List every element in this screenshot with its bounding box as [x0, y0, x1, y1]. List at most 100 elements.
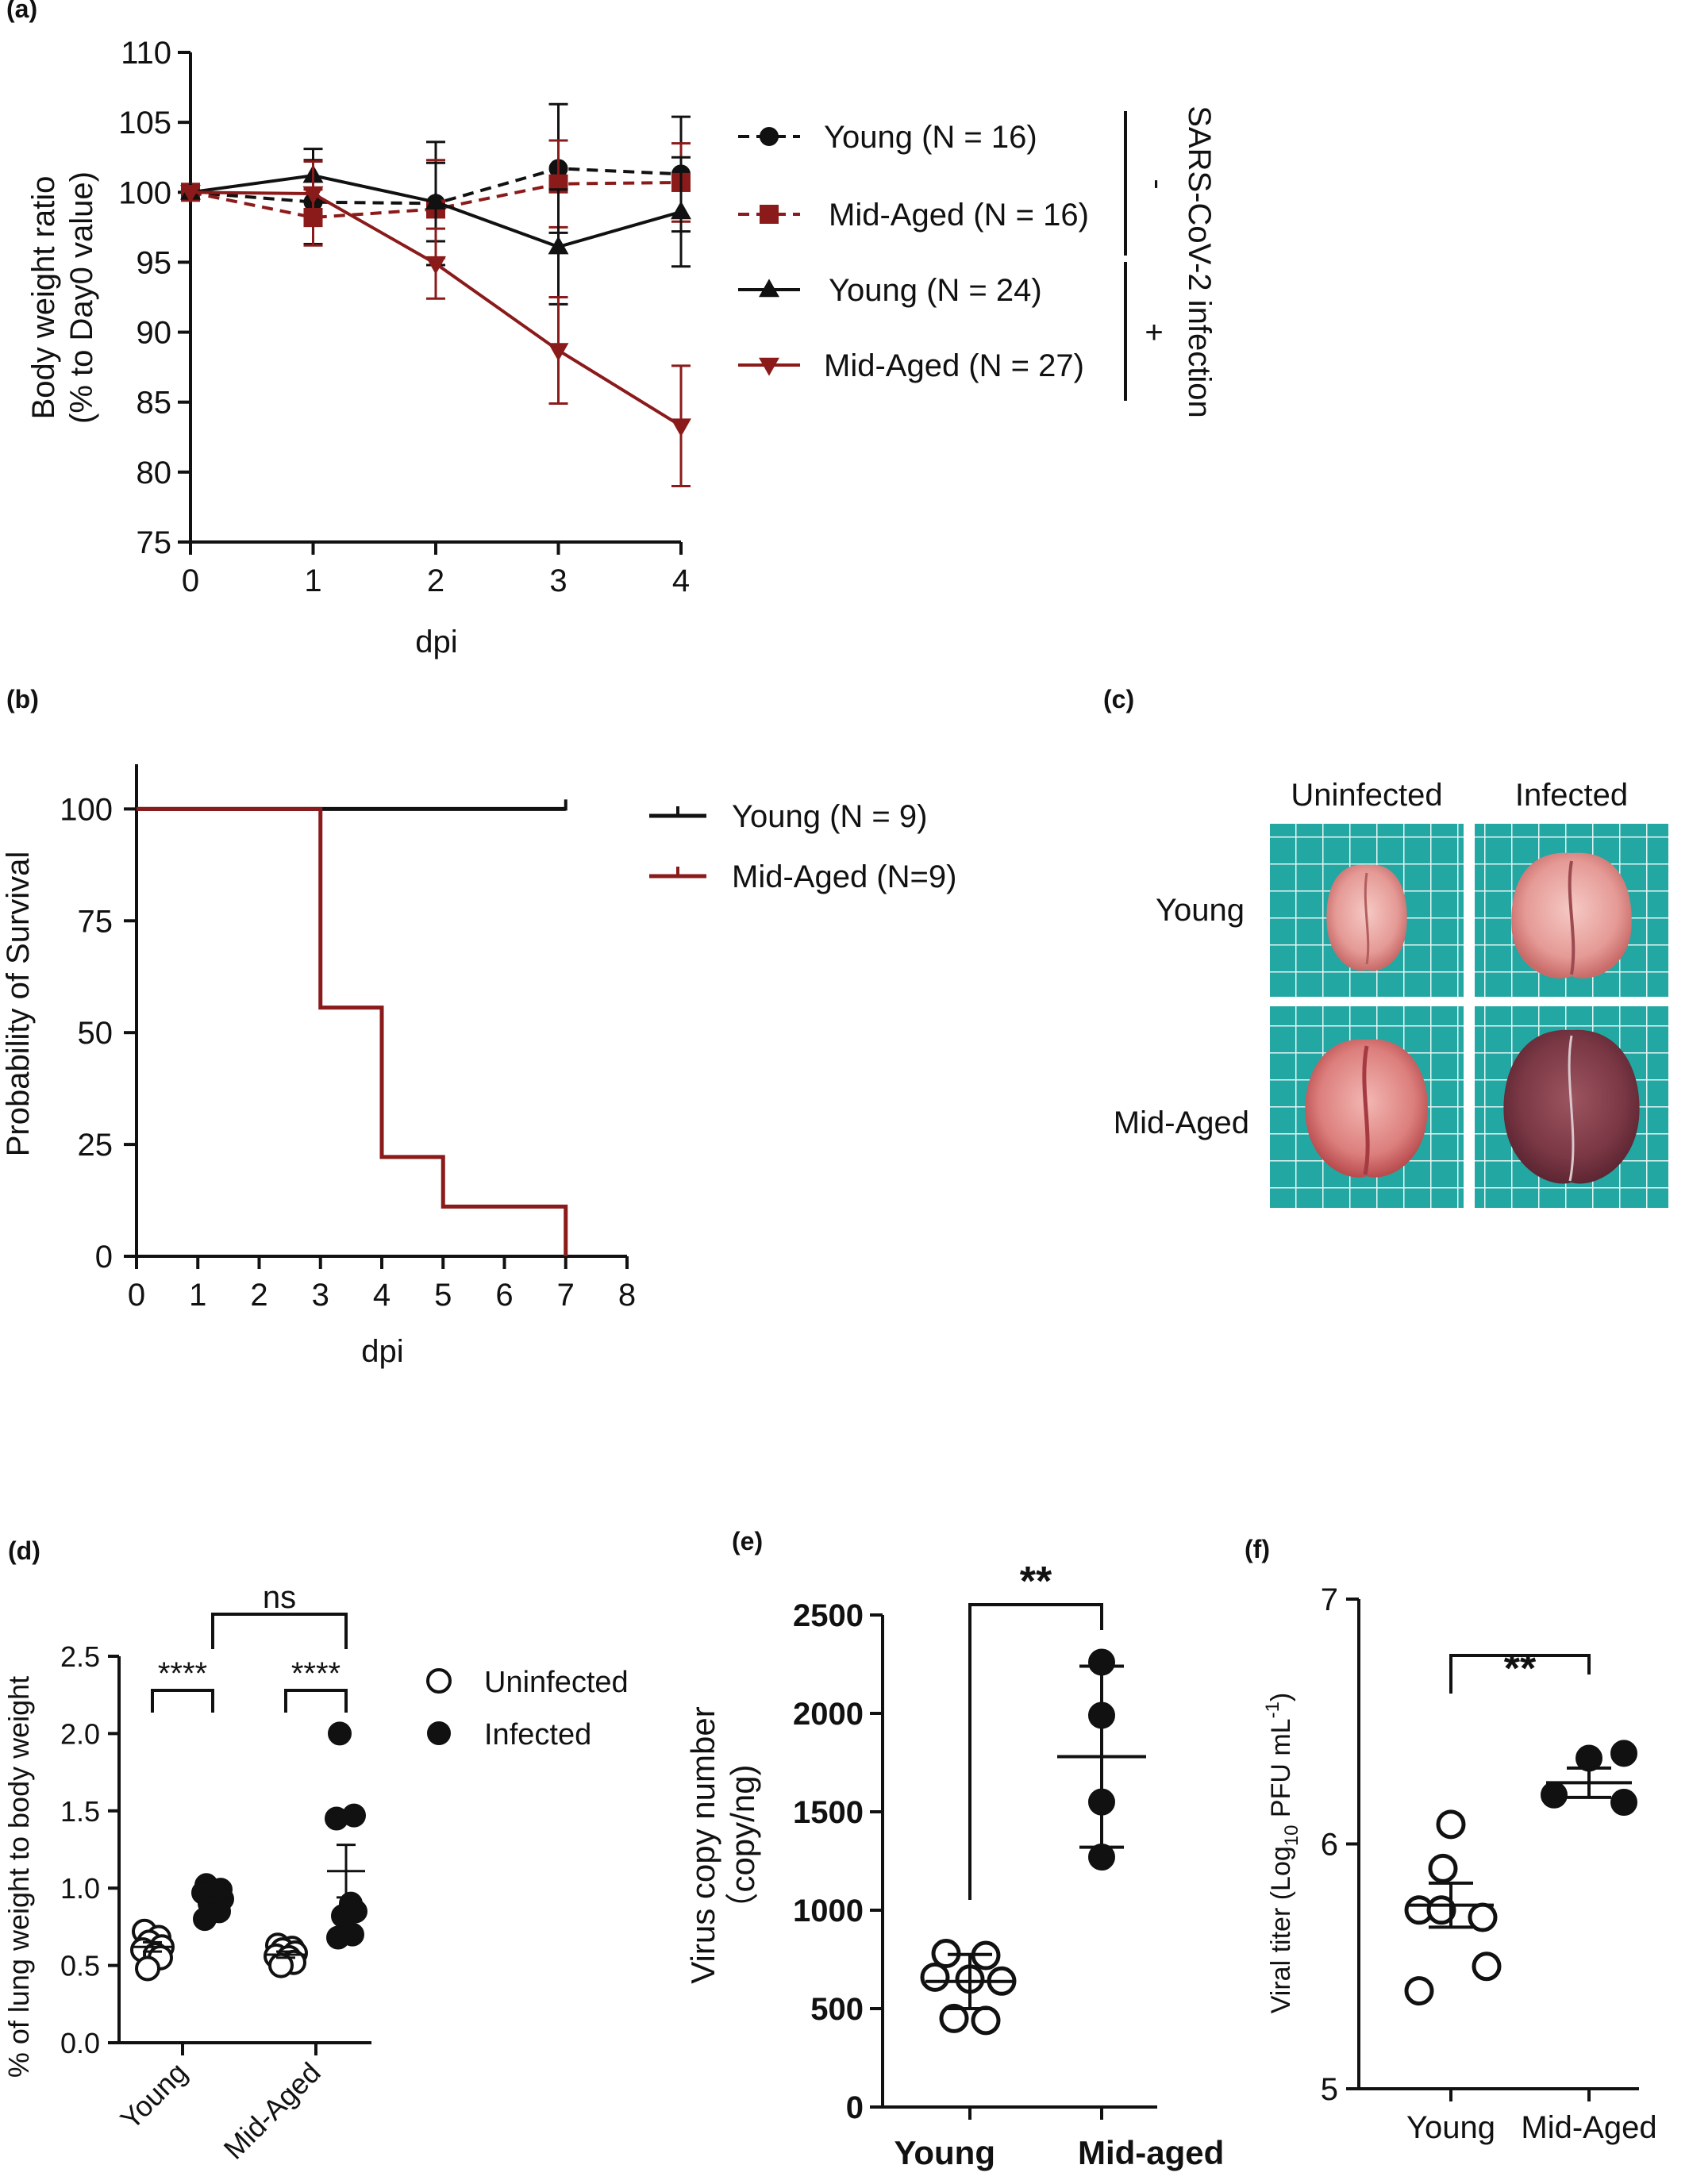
- chart-b-legend-label: Young (N = 9): [732, 799, 927, 834]
- chart-a-ytick-label: 95: [137, 245, 172, 280]
- chart-a-legend-group-label: SARS-CoV-2 infection: [1182, 106, 1217, 418]
- chart-f-point: [1541, 1781, 1568, 1809]
- chart-e-virus-copy: 0 500 1000 1500 2000 2500 Young Mid-aged **: [793, 1559, 1224, 2171]
- photo-col-label-uninfected: Uninfected: [1291, 778, 1442, 813]
- chart-a-legend-plus: +: [1145, 315, 1163, 350]
- chart-a-point: [425, 256, 446, 275]
- chart-f-ytick-label: 6: [1321, 1828, 1338, 1863]
- chart-d-legend-marker: [426, 1668, 452, 1694]
- chart-e-ytick-label: 2000: [793, 1697, 864, 1732]
- chart-b-xtick-label: 0: [128, 1278, 145, 1313]
- panel-label-d: (d): [8, 1536, 40, 1565]
- chart-a-point: [548, 236, 569, 255]
- chart-b-xtick-label: 8: [618, 1278, 636, 1313]
- chart-f-ylabel: Viral titer (Log10 PFU mL-1): [1262, 1693, 1302, 2014]
- chart-d-ytick-label: 2.5: [60, 1640, 100, 1673]
- photo-row-label-young: Young: [1156, 893, 1245, 928]
- chart-a-legend-marker: [760, 127, 779, 146]
- chart-a-xtick-label: 4: [672, 563, 690, 598]
- chart-a-xtick-label: 1: [304, 563, 321, 598]
- chart-a-body-weight: 75 80 85 90 95 100 105 110 0 1 2 3 4: [118, 36, 691, 598]
- chart-b-ytick-label: 0: [95, 1240, 113, 1275]
- chart-e-sig-label: **: [1020, 1559, 1052, 1605]
- chart-a-series-3: [180, 160, 691, 487]
- chart-b-ytick-label: 50: [78, 1016, 113, 1051]
- chart-e-ytick-label: 2500: [793, 1598, 864, 1633]
- chart-d-sig-mid-aged-label: ****: [291, 1656, 340, 1691]
- panel-label-c: (c): [1103, 685, 1134, 713]
- chart-a-legend-marker: [759, 279, 779, 298]
- chart-d-ytick-label: 1.5: [60, 1795, 100, 1828]
- chart-e-xtick-label: Mid-aged: [1078, 2134, 1224, 2171]
- panel-label-b: (b): [6, 685, 39, 713]
- chart-a-legend: Young (N = 16) Mid-Aged (N = 16) Young (N …: [738, 111, 1127, 401]
- chart-f-point: [1436, 1809, 1466, 1840]
- chart-e-point: [971, 2005, 1001, 2036]
- chart-e-ylabel2: （copy/ng): [724, 1764, 761, 1925]
- chart-d-ylabel: % of lung weight to body weight: [2, 1676, 35, 2078]
- chart-f-point: [1428, 1853, 1458, 1883]
- chart-f-ytick-label: 7: [1321, 1582, 1338, 1617]
- chart-b-xlabel: dpi: [361, 1334, 403, 1369]
- chart-a-ytick-label: 80: [137, 456, 172, 490]
- photo-col-label-infected: Infected: [1515, 778, 1628, 813]
- chart-d-lung-weight: 0.0 0.5 1.0 1.5 2.0 2.5 Young Mid-Aged **** **** n…: [60, 1580, 371, 2166]
- chart-e-ylabel: Virus copy number: [684, 1706, 721, 1983]
- chart-b-xtick-label: 3: [312, 1278, 329, 1313]
- chart-e-point: [939, 2003, 969, 2033]
- chart-f-sig-label: **: [1504, 1646, 1537, 1692]
- chart-b-ytick-label: 25: [78, 1128, 113, 1163]
- chart-a-point: [548, 343, 569, 362]
- chart-a-legend-minus: -: [1141, 179, 1175, 189]
- chart-d-legend-label: Uninfected: [484, 1666, 629, 1699]
- chart-d-ytick-label: 1.0: [60, 1872, 100, 1905]
- chart-e-ytick-label: 500: [810, 1992, 864, 2027]
- chart-f-point: [1468, 1902, 1498, 1932]
- chart-a-legend-label: Mid-Aged (N = 16): [829, 198, 1089, 233]
- chart-a-xtick-label: 3: [549, 563, 567, 598]
- chart-d-xtick-label: Young: [113, 2056, 193, 2136]
- chart-d-ytick-label: 0.5: [60, 1950, 100, 1982]
- chart-b-xtick-label: 1: [189, 1278, 206, 1313]
- chart-a-ytick-label: 85: [137, 386, 172, 421]
- chart-f-sig-bracket: [1449, 1654, 1591, 1694]
- chart-a-ytick-label: 75: [137, 525, 172, 560]
- panel-label-f: (f): [1245, 1535, 1270, 1563]
- chart-f-xtick-label: Young: [1406, 2110, 1495, 2145]
- chart-e-xtick-label: Young: [894, 2134, 995, 2171]
- chart-a-legend-label: Mid-Aged (N = 27): [824, 348, 1084, 383]
- photo-young-uninfected: [1270, 824, 1464, 997]
- chart-b-legend: Young (N = 9) Mid-Aged (N=9): [649, 799, 956, 894]
- photo-panel-c: Uninfected Infected Young Mid-Aged: [1114, 778, 1668, 1208]
- chart-b-xtick-label: 6: [495, 1278, 513, 1313]
- chart-d-legend-label: Infected: [484, 1718, 591, 1751]
- chart-d-legend: Uninfected Infected: [426, 1666, 629, 1751]
- chart-a-ylabel-line2: (% to Day0 value): [64, 171, 99, 424]
- panel-label-a: (a): [6, 0, 37, 23]
- chart-a-legend-label: Young (N = 16): [824, 120, 1037, 155]
- chart-a-point: [180, 184, 201, 203]
- chart-a-xtick-label: 2: [427, 563, 444, 598]
- panel-label-e: (e): [732, 1527, 763, 1555]
- chart-a-point: [671, 418, 691, 437]
- chart-e-ytick-label: 1500: [793, 1795, 864, 1830]
- chart-b-xtick-label: 2: [250, 1278, 267, 1313]
- chart-a-ylabel-line1: Body weight ratio: [26, 176, 61, 420]
- chart-f-xtick-label: Mid-Aged: [1521, 2110, 1656, 2145]
- chart-a-point: [671, 201, 691, 220]
- chart-a-ytick-label: 105: [118, 106, 171, 140]
- chart-d-xtick-label: Mid-Aged: [217, 2056, 327, 2166]
- chart-a-ytick-label: 100: [118, 175, 171, 210]
- chart-d-ytick-label: 2.0: [60, 1717, 100, 1750]
- chart-f-ytick-label: 5: [1321, 2072, 1338, 2107]
- photo-mid-aged-uninfected: [1270, 1006, 1464, 1208]
- chart-a-legend-marker: [759, 357, 779, 376]
- chart-d-point-infected: [326, 1925, 350, 1950]
- chart-a-legend-label: Young (N = 24): [829, 273, 1042, 308]
- photo-young-infected: [1475, 824, 1668, 997]
- chart-a-xlabel: dpi: [415, 625, 457, 659]
- chart-b-ylabel: Probability of Survival: [1, 852, 36, 1157]
- chart-b-xtick-label: 7: [557, 1278, 575, 1313]
- chart-d-sig-mid-aged-bracket: [284, 1689, 348, 1713]
- chart-d-point-infected: [328, 1721, 352, 1746]
